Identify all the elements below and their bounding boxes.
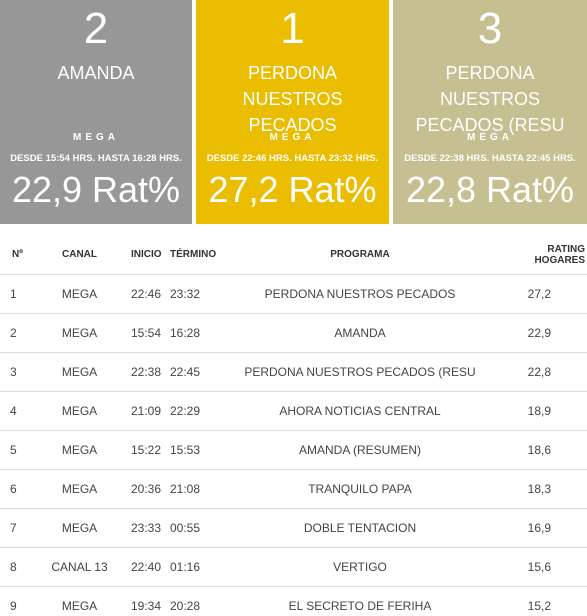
card-time-range: DESDE 22:38 HRS. HASTA 22:45 HRS. [404,153,576,164]
top-ranking-cards: 2 AMANDA MEGA DESDE 15:54 HRS. HASTA 16:… [0,0,587,224]
cell-end: 21:08 [167,469,218,509]
cell-program: PERDONA NUESTROS PECADOS [218,274,502,314]
card-rank: 3 [477,4,503,53]
table-row[interactable]: 3 MEGA 22:38 22:45 PERDONA NUESTROS PECA… [0,352,587,392]
cell-end: 22:29 [167,391,218,431]
cell-number: 9 [0,586,28,616]
cell-end: 16:28 [167,313,218,353]
card-rating: 22,8 Rat% [405,169,575,210]
table-header-row: Nº CANAL INICIO TÉRMINO PROGRAMA RATING … [0,236,587,275]
cell-channel: MEGA [28,274,131,314]
cell-program: AMANDA (RESUMEN) [218,430,502,470]
card-program-title: PERDONA NUESTROS PECADOS (RESU [415,63,565,135]
cell-program: DOBLE TENTACION [218,508,502,548]
card-time-range: DESDE 15:54 HRS. HASTA 16:28 HRS. [10,153,182,164]
table-row[interactable]: 2 MEGA 15:54 16:28 AMANDA 22,9 [0,313,587,353]
cell-program: AHORA NOTICIAS CENTRAL [218,391,502,431]
header-program: PROGRAMA [218,236,502,275]
cell-start: 20:36 [131,469,167,509]
card-rank: 2 [83,4,109,53]
table-row[interactable]: 1 MEGA 22:46 23:32 PERDONA NUESTROS PECA… [0,274,587,314]
cell-start: 22:38 [131,352,167,392]
cell-number: 4 [0,391,28,431]
cell-number: 1 [0,274,28,314]
cell-number: 5 [0,430,28,470]
header-end: TÉRMINO [167,236,218,275]
cell-start: 15:22 [131,430,167,470]
cell-channel: MEGA [28,469,131,509]
card-program-title: PERDONA NUESTROS PECADOS [242,63,343,135]
cell-end: 15:53 [167,430,218,470]
card-channel: MEGA [467,132,513,143]
cell-rating: 18,6 [502,430,587,470]
cell-rating: 16,9 [502,508,587,548]
ranking-card-third[interactable]: 3 PERDONA NUESTROS PECADOS (RESU MEGA DE… [393,0,587,224]
cell-channel: MEGA [28,586,131,616]
cell-number: 3 [0,352,28,392]
header-number: Nº [0,236,28,275]
cell-end: 22:45 [167,352,218,392]
cell-rating: 15,2 [502,586,587,616]
cell-end: 20:28 [167,586,218,616]
cell-start: 23:33 [131,508,167,548]
cell-program: TRANQUILO PAPA [218,469,502,509]
card-program-title: AMANDA [57,63,135,83]
cell-rating: 27,2 [502,274,587,314]
table-row[interactable]: 9 MEGA 19:34 20:28 EL SECRETO DE FERIHA … [0,586,587,616]
header-rating: RATING HOGARES [502,236,587,275]
cell-channel: MEGA [28,391,131,431]
ranking-card-second[interactable]: 2 AMANDA MEGA DESDE 15:54 HRS. HASTA 16:… [0,0,192,224]
card-rating: 27,2 Rat% [208,169,377,210]
cell-end: 01:16 [167,547,218,587]
cell-rating: 22,9 [502,313,587,353]
cell-program: VERTIGO [218,547,502,587]
cell-number: 2 [0,313,28,353]
table-row[interactable]: 7 MEGA 23:33 00:55 DOBLE TENTACION 16,9 [0,508,587,548]
cell-end: 23:32 [167,274,218,314]
table-row[interactable]: 5 MEGA 15:22 15:53 AMANDA (RESUMEN) 18,6 [0,430,587,470]
cell-rating: 22,8 [502,352,587,392]
table-row[interactable]: 4 MEGA 21:09 22:29 AHORA NOTICIAS CENTRA… [0,391,587,431]
ratings-table: Nº CANAL INICIO TÉRMINO PROGRAMA RATING … [0,236,587,616]
cell-start: 15:54 [131,313,167,353]
cell-channel: CANAL 13 [28,547,131,587]
cell-program: PERDONA NUESTROS PECADOS (RESU [218,352,502,392]
cell-number: 7 [0,508,28,548]
card-rank: 1 [280,4,305,53]
cell-end: 00:55 [167,508,218,548]
table-row[interactable]: 8 CANAL 13 22:40 01:16 VERTIGO 15,6 [0,547,587,587]
cell-channel: MEGA [28,352,131,392]
cell-program: AMANDA [218,313,502,353]
table-row[interactable]: 6 MEGA 20:36 21:08 TRANQUILO PAPA 18,3 [0,469,587,509]
ratings-table-container: Nº CANAL INICIO TÉRMINO PROGRAMA RATING … [0,236,587,616]
cell-start: 22:40 [131,547,167,587]
cell-channel: MEGA [28,313,131,353]
cell-channel: MEGA [28,430,131,470]
cell-program: EL SECRETO DE FERIHA [218,586,502,616]
cell-channel: MEGA [28,508,131,548]
card-channel: MEGA [73,132,119,143]
header-start: INICIO [131,236,167,275]
cell-start: 19:34 [131,586,167,616]
cell-rating: 18,9 [502,391,587,431]
card-channel: MEGA [269,132,316,143]
cell-start: 21:09 [131,391,167,431]
cell-rating: 18,3 [502,469,587,509]
cell-number: 8 [0,547,28,587]
header-channel: CANAL [28,236,131,275]
cell-rating: 15,6 [502,547,587,587]
card-rating: 22,9 Rat% [11,169,181,210]
cell-number: 6 [0,469,28,509]
card-time-range: DESDE 22:46 HRS. HASTA 23:32 HRS. [206,153,379,164]
ranking-card-first[interactable]: 1 PERDONA NUESTROS PECADOS MEGA DESDE 22… [196,0,389,224]
cell-start: 22:46 [131,274,167,314]
